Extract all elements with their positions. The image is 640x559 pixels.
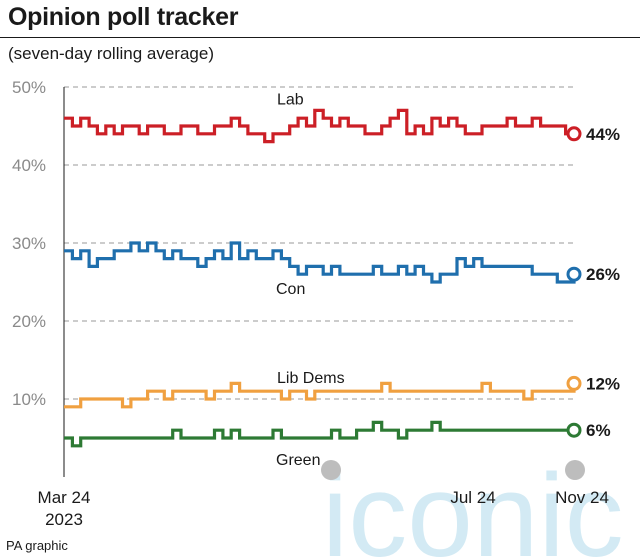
y-tick-label: 10% <box>12 390 46 409</box>
series-line <box>64 108 574 144</box>
series-name-label: Green <box>276 452 320 469</box>
series-name-label: Lab <box>277 91 304 108</box>
chart-subtitle: (seven-day rolling average) <box>8 44 214 63</box>
series-line <box>64 381 576 409</box>
source-credit: PA graphic <box>6 538 68 553</box>
series-end-value: 44% <box>586 125 620 144</box>
y-tick-label: 30% <box>12 234 46 253</box>
x-tick-label: Nov 24 <box>555 488 609 507</box>
series-line <box>64 241 576 284</box>
series-labels: 44% Lab 26% Con 12% Lib Dems 6% Green <box>276 91 620 469</box>
series-end-value: 26% <box>586 265 620 284</box>
series-lines <box>64 108 582 448</box>
y-tick-label: 40% <box>12 156 46 175</box>
watermark-dot <box>565 460 585 480</box>
series-end-marker <box>566 126 582 142</box>
series-end-marker <box>566 422 582 438</box>
series-end-marker <box>566 266 582 282</box>
watermark-dot <box>321 460 341 480</box>
page-title: Opinion poll tracker <box>8 3 239 31</box>
y-tick-label: 50% <box>12 78 46 97</box>
x-tick-label: Mar 24 2023 <box>38 488 91 529</box>
x-tick-label: Jul 24 <box>450 488 495 507</box>
series-line <box>64 420 574 448</box>
watermark: iconic <box>321 450 624 559</box>
series-name-label: Con <box>276 281 305 298</box>
series-end-value: 12% <box>586 374 620 393</box>
series-name-label: Lib Dems <box>277 370 345 387</box>
series-end-value: 6% <box>586 421 611 440</box>
gridlines <box>63 86 574 477</box>
x-axis-ticks: Mar 24 2023 Jul 24 Nov 24 <box>38 488 609 529</box>
title-divider <box>0 37 640 38</box>
series-end-marker <box>566 375 582 391</box>
y-axis-ticks: 10% 20% 30% 40% 50% <box>12 78 46 409</box>
y-tick-label: 20% <box>12 312 46 331</box>
